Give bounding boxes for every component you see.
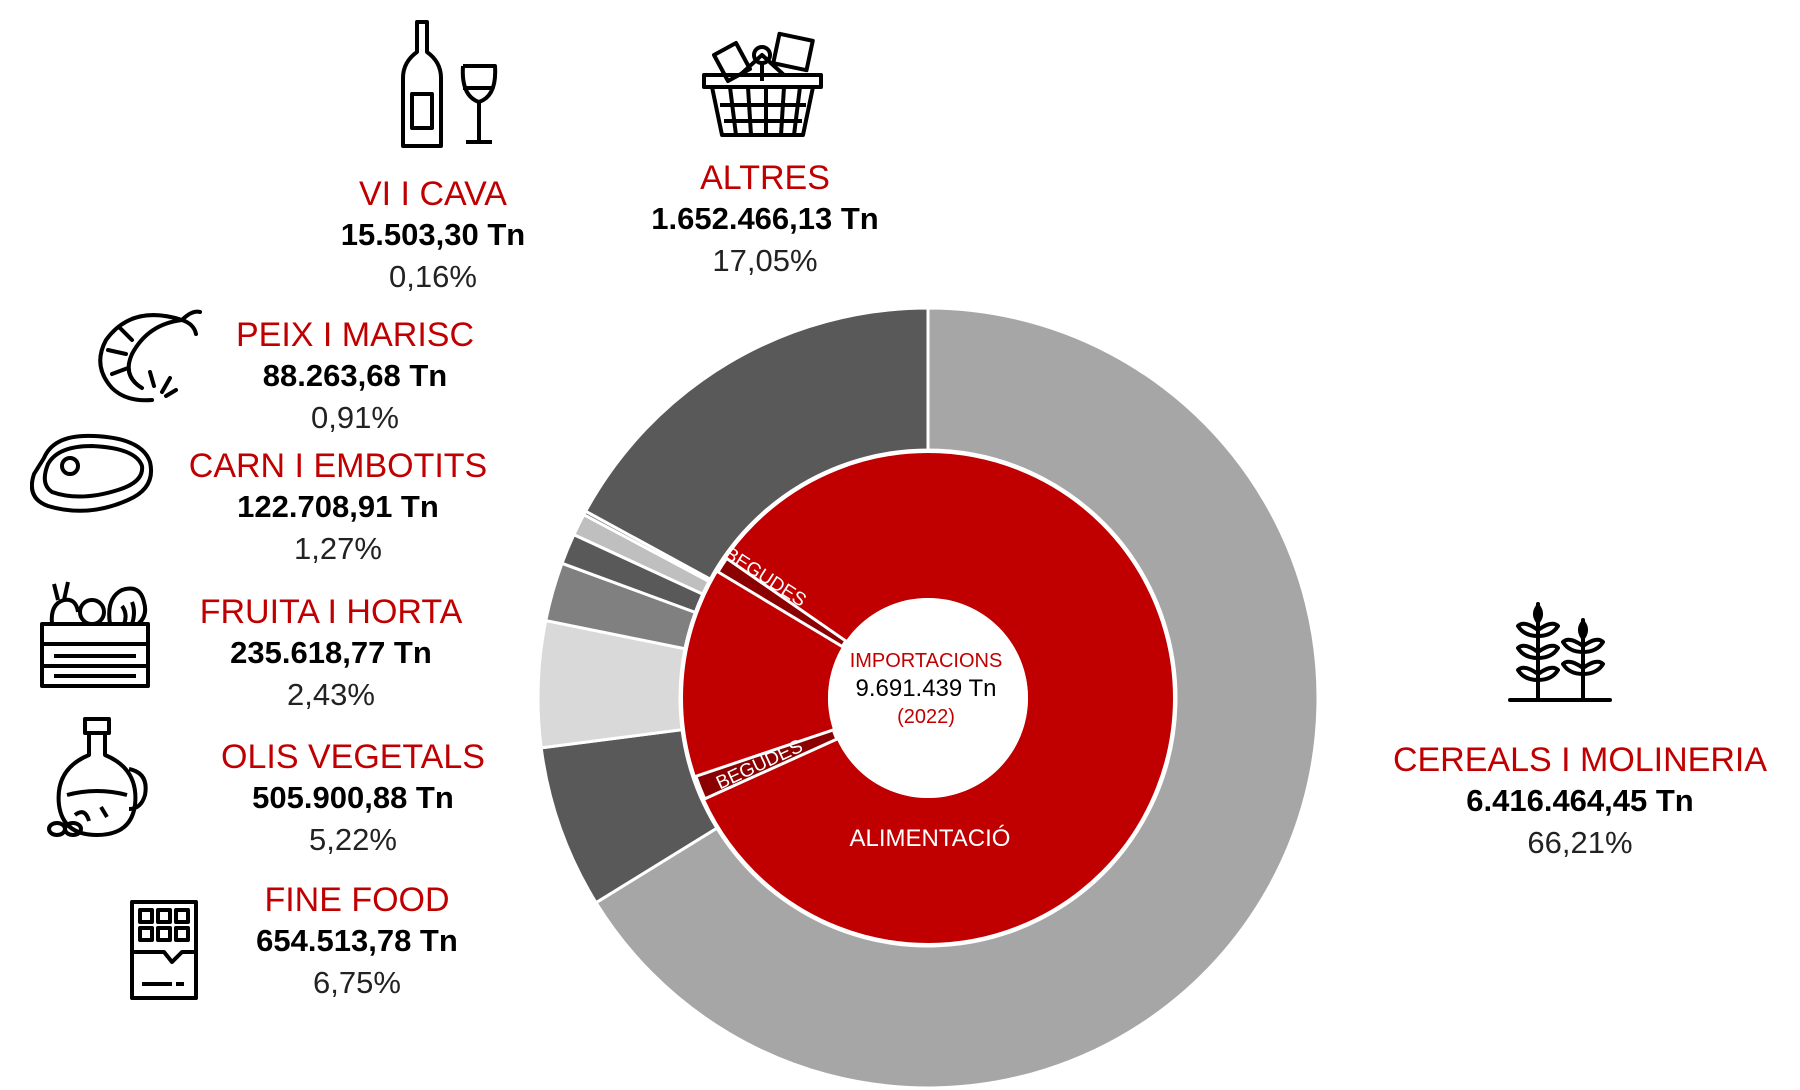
label-cereals: CEREALS I MOLINERIA 6.416.464,45 Tn 66,2… <box>1370 740 1790 864</box>
label-percent: 66,21% <box>1527 825 1633 860</box>
label-value: 6.416.464,45 Tn <box>1466 783 1694 818</box>
label-vi: VI I CAVA 15.503,30 Tn 0,16% <box>223 174 643 298</box>
label-altres: ALTRES 1.652.466,13 Tn 17,05% <box>555 158 975 282</box>
label-value: 15.503,30 Tn <box>340 217 526 252</box>
label-value: 235.618,77 Tn <box>230 635 432 670</box>
center-year: (2022) <box>897 706 955 728</box>
inner-label-alimentacio: ALIMENTACIÓ <box>850 825 1011 852</box>
center-hole <box>828 598 1028 798</box>
label-value: 88.263,68 Tn <box>262 358 448 393</box>
label-value: 1.652.466,13 Tn <box>651 201 879 236</box>
center-total: 9.691.439 Tn <box>855 675 997 702</box>
label-name: VI I CAVA <box>358 175 507 213</box>
center-title: IMPORTACIONS <box>849 650 1003 672</box>
outer-ring <box>536 306 1320 1090</box>
label-name: FINE FOOD <box>264 881 450 919</box>
label-value: 122.708,91 Tn <box>237 489 439 524</box>
shopping-basket-icon <box>702 31 823 137</box>
vegetable-crate-icon <box>40 581 150 688</box>
label-percent: 5,22% <box>309 822 397 857</box>
outer-slice-cereals-i-molineria <box>593 306 1320 1090</box>
label-fine-food: FINE FOOD 654.513,78 Tn 6,75% <box>147 880 567 1004</box>
steak-icon <box>30 433 153 513</box>
label-percent: 0,91% <box>311 400 399 435</box>
label-percent: 17,05% <box>712 243 818 278</box>
outer-slice-altres <box>583 306 930 582</box>
oil-bottle-icon <box>47 717 148 837</box>
label-name: CEREALS I MOLINERIA <box>1392 741 1768 779</box>
label-percent: 1,27% <box>294 531 382 566</box>
label-name: ALTRES <box>700 159 830 197</box>
center-label: IMPORTACIONS 9.691.439 Tn (2022) <box>816 648 1036 730</box>
chocolate-bar-icon <box>130 900 198 1000</box>
label-fruita: FRUITA I HORTA 235.618,77 Tn 2,43% <box>121 592 541 716</box>
label-name: OLIS VEGETALS <box>221 738 485 776</box>
label-value: 654.513,78 Tn <box>256 923 458 958</box>
label-value: 505.900,88 Tn <box>252 780 454 815</box>
label-peix: PEIX I MARISC 88.263,68 Tn 0,91% <box>145 315 565 439</box>
label-name: FRUITA I HORTA <box>199 593 463 631</box>
label-percent: 2,43% <box>287 677 375 712</box>
label-carn: CARN I EMBOTITS 122.708,91 Tn 1,27% <box>128 446 548 570</box>
shrimp-icon <box>98 309 202 403</box>
inner-slice-alimentacio <box>683 453 1173 943</box>
label-name: PEIX I MARISC <box>235 316 475 354</box>
label-percent: 0,16% <box>389 259 477 294</box>
wine-bottle-glass-icon <box>401 20 498 148</box>
label-name: CARN I EMBOTITS <box>188 447 488 485</box>
wheat-icon <box>1508 602 1612 702</box>
label-percent: 6,75% <box>313 965 401 1000</box>
label-olis: OLIS VEGETALS 505.900,88 Tn 5,22% <box>143 737 563 861</box>
